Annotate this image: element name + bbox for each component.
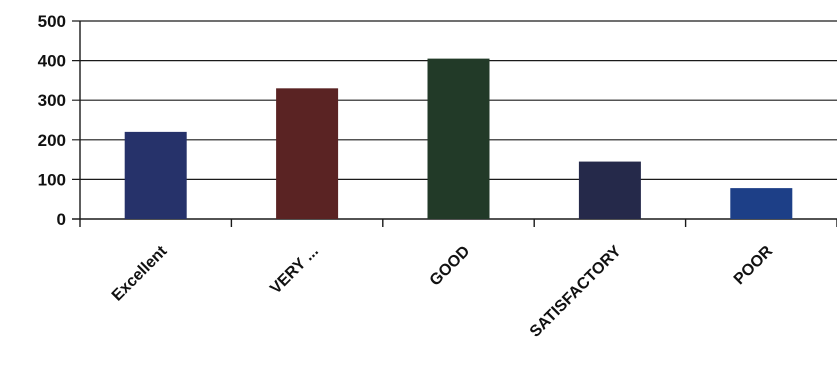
- x-category-label: SATISFACTORY: [527, 243, 625, 341]
- bar-excellent: [124, 131, 187, 219]
- y-tick-label: 400: [38, 52, 66, 71]
- y-tick-label: 300: [38, 91, 66, 110]
- x-category-label: GOOD: [427, 243, 474, 290]
- bar-very: [276, 88, 339, 219]
- y-axis-tick-labels: 0 100 200 300 400 500: [38, 12, 66, 229]
- x-axis: [79, 219, 837, 227]
- bar-satisfactory: [578, 161, 641, 219]
- x-axis-category-labels: Excellent VERY ... GOOD SATISFACTORY POOR: [109, 242, 777, 340]
- y-tick-label: 500: [38, 12, 66, 31]
- bar-good: [427, 58, 490, 220]
- y-tick-label: 200: [38, 131, 66, 150]
- x-category-label: VERY ...: [267, 243, 322, 298]
- y-tick-label: 100: [38, 170, 66, 189]
- y-tick-label: 0: [57, 210, 66, 229]
- x-category-label: POOR: [731, 242, 777, 288]
- bar-poor: [730, 188, 793, 219]
- bars: [124, 58, 793, 220]
- x-category-label: Excellent: [109, 242, 171, 304]
